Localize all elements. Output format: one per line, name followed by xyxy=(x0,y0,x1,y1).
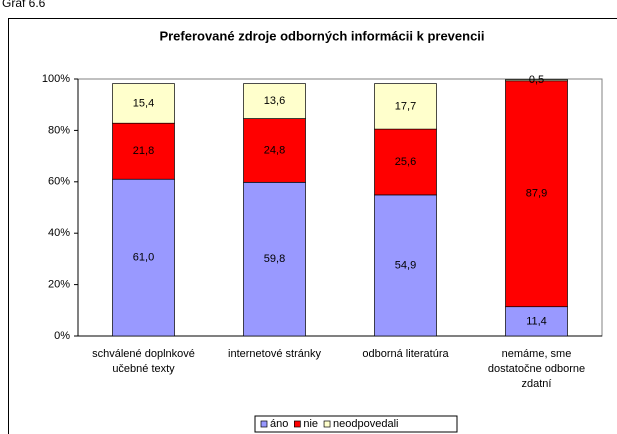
legend-swatch xyxy=(323,420,331,428)
bar-segment xyxy=(374,128,437,196)
caption: Graf 6.6 xyxy=(2,0,46,10)
x-tick-label: zdatní xyxy=(522,378,552,390)
value-label: 61,0 xyxy=(133,252,154,264)
bar-segment xyxy=(112,122,175,180)
bar-segment xyxy=(112,83,175,124)
bar-segment xyxy=(505,79,568,82)
y-tick-label: 60% xyxy=(48,176,70,188)
x-tick-label: schválené doplnkové xyxy=(92,348,195,360)
bar-segment xyxy=(374,194,437,337)
value-label: 87,9 xyxy=(526,188,547,200)
bar-segment xyxy=(374,83,437,130)
value-label: 25,6 xyxy=(395,156,416,168)
legend-box xyxy=(254,415,458,433)
value-label: 11,4 xyxy=(526,315,547,327)
bar-segment xyxy=(243,118,306,183)
legend-label: áno xyxy=(270,418,288,430)
value-label: 54,9 xyxy=(395,259,416,271)
x-tick-label: nemáme, sme xyxy=(502,348,572,360)
y-tick-label: 100% xyxy=(42,73,70,85)
y-tick-label: 0% xyxy=(54,330,70,342)
y-tick-label: 40% xyxy=(48,227,70,239)
chart-title: Preferované zdroje odborných informácii … xyxy=(159,28,484,43)
legend-label: neodpovedali xyxy=(333,418,398,430)
value-label: 24,8 xyxy=(264,144,285,156)
bar-segment xyxy=(505,306,568,337)
value-label: 13,6 xyxy=(264,95,285,107)
bar-segment xyxy=(243,181,306,337)
x-tick-label: dostatočne odborne xyxy=(488,363,585,375)
value-label: 17,7 xyxy=(395,100,416,112)
value-label: 0,5 xyxy=(529,74,544,86)
bar-segment xyxy=(112,178,175,337)
bar-segment xyxy=(243,83,306,119)
legend-label: nie xyxy=(303,418,318,430)
x-tick-label: odborná literatúra xyxy=(362,348,449,360)
value-label: 59,8 xyxy=(264,253,285,265)
x-tick-label: učebné texty xyxy=(112,363,175,375)
y-tick-label: 20% xyxy=(48,279,70,291)
y-tick-label: 80% xyxy=(48,124,70,136)
value-label: 21,8 xyxy=(133,145,154,157)
legend-swatch xyxy=(260,420,268,428)
legend-swatch xyxy=(294,420,301,428)
value-label: 15,4 xyxy=(133,97,154,109)
x-tick-label: internetové stránky xyxy=(228,348,321,360)
